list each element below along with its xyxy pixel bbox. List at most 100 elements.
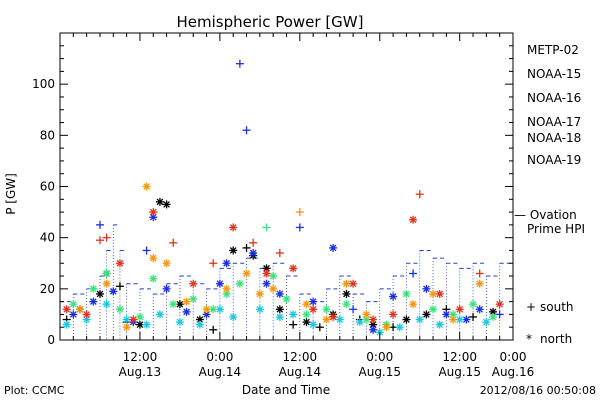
data-point <box>102 269 111 278</box>
data-point <box>389 310 398 319</box>
data-point <box>169 300 178 309</box>
data-point <box>222 289 231 298</box>
data-point <box>302 300 311 309</box>
data-point <box>249 238 258 247</box>
data-point <box>95 220 104 229</box>
data-point <box>69 310 78 319</box>
legend-ovation-line1: — Ovation <box>514 208 577 222</box>
data-point <box>422 310 431 319</box>
data-point <box>122 323 131 332</box>
x-tick-time-label: 0:00 <box>366 350 393 364</box>
data-point <box>349 279 358 288</box>
data-point <box>209 259 218 268</box>
data-point <box>302 310 311 319</box>
x-tick-date-label: Aug.13 <box>119 365 162 379</box>
data-point <box>155 197 164 206</box>
data-point <box>235 59 244 68</box>
data-point <box>169 238 178 247</box>
y-tick-label: 80 <box>40 128 55 142</box>
data-point <box>295 208 304 217</box>
marker-key-south-symbol: + <box>526 300 536 314</box>
data-point <box>235 279 244 288</box>
data-point <box>275 249 284 258</box>
x-tick-time-label: 12:00 <box>442 350 477 364</box>
chart-title: Hemispheric Power [GW] <box>177 13 364 31</box>
data-point <box>349 305 358 314</box>
data-point <box>369 315 378 324</box>
x-tick-time-label: 12:00 <box>283 350 318 364</box>
data-point <box>262 269 271 278</box>
data-point <box>362 310 371 319</box>
legend-metp-02: METP-02 <box>527 43 579 57</box>
data-point <box>489 312 498 321</box>
legend-noaa-17: NOAA-17 <box>527 115 581 129</box>
x-tick-date-label: Aug.15 <box>359 365 402 379</box>
marker-key-south-label: south <box>540 300 574 314</box>
data-point <box>495 310 504 319</box>
data-point <box>315 323 324 332</box>
data-point <box>309 305 318 314</box>
data-point <box>195 320 204 329</box>
data-point <box>415 190 424 199</box>
data-point <box>422 284 431 293</box>
data-point <box>115 282 124 291</box>
data-point <box>62 320 71 329</box>
data-point <box>382 323 391 332</box>
data-point <box>262 223 271 232</box>
data-point <box>409 300 418 309</box>
data-point <box>289 320 298 329</box>
data-point <box>309 320 318 329</box>
data-point <box>322 315 331 324</box>
data-point <box>402 289 411 298</box>
axis-layer: 02040608010012:00Aug.130:00Aug.1412:00Au… <box>32 33 534 379</box>
data-point <box>95 236 104 245</box>
data-point <box>395 323 404 332</box>
data-point <box>102 300 111 309</box>
data-point <box>409 269 418 278</box>
data-point <box>182 297 191 306</box>
data-point <box>389 292 398 301</box>
data-point <box>275 289 284 298</box>
data-point <box>255 289 264 298</box>
data-point <box>229 246 238 255</box>
data-point <box>482 318 491 327</box>
data-point <box>255 305 264 314</box>
data-point <box>229 223 238 232</box>
data-point <box>415 315 424 324</box>
data-point <box>342 279 351 288</box>
data-point <box>162 259 171 268</box>
data-point <box>435 289 444 298</box>
data-point <box>455 305 464 314</box>
data-point <box>475 269 484 278</box>
data-layer <box>59 59 514 340</box>
y-axis-label: P [GW] <box>4 173 18 215</box>
y-tick-label: 40 <box>40 231 55 245</box>
data-point <box>289 310 298 319</box>
data-point <box>242 243 251 252</box>
data-point <box>282 295 291 304</box>
data-point <box>95 289 104 298</box>
data-point <box>135 312 144 321</box>
data-point <box>102 233 111 242</box>
data-point <box>142 182 151 191</box>
data-point <box>129 315 138 324</box>
data-point <box>142 246 151 255</box>
data-point <box>355 318 364 327</box>
plot-frame <box>59 32 514 341</box>
x-tick-time-label: 0:00 <box>500 350 527 364</box>
y-tick-label: 100 <box>32 77 55 91</box>
data-point <box>295 223 304 232</box>
data-point <box>82 310 91 319</box>
data-point <box>449 315 458 324</box>
plot-timestamp: 2012/08/16 00:50:08 <box>480 384 596 397</box>
data-point <box>222 259 231 268</box>
x-tick-time-label: 12:00 <box>123 350 158 364</box>
data-point <box>495 300 504 309</box>
data-point <box>329 243 338 252</box>
data-point <box>469 312 478 321</box>
data-point <box>109 287 118 296</box>
data-point <box>142 320 151 329</box>
data-point <box>62 305 71 314</box>
data-point <box>222 284 231 293</box>
legend-noaa-18: NOAA-18 <box>527 131 581 145</box>
